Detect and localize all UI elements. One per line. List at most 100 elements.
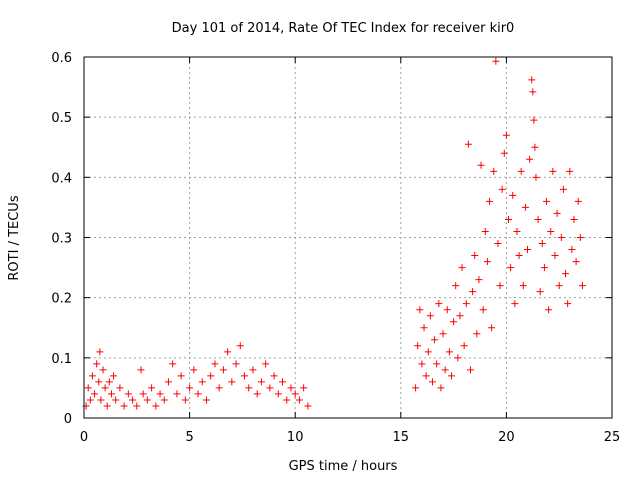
chart-title: Day 101 of 2014, Rate Of TEC Index for r… xyxy=(172,21,515,36)
data-point xyxy=(105,378,113,386)
data-point xyxy=(412,384,420,392)
data-point xyxy=(500,149,508,157)
data-point xyxy=(534,215,542,223)
data-point xyxy=(494,240,502,248)
data-point xyxy=(283,396,291,404)
data-point xyxy=(279,378,287,386)
data-point xyxy=(291,390,299,398)
x-axis-label: GPS time / hours xyxy=(289,459,398,474)
data-point xyxy=(517,167,525,175)
data-point xyxy=(152,402,160,410)
y-tick-label: 0.5 xyxy=(51,111,72,126)
data-point xyxy=(524,246,532,254)
data-point xyxy=(447,372,455,380)
x-tick-label: 5 xyxy=(185,430,193,445)
data-point xyxy=(483,258,491,266)
data-point xyxy=(93,360,101,368)
data-point xyxy=(101,384,109,392)
x-tick-label: 20 xyxy=(498,430,515,445)
data-point xyxy=(96,348,104,356)
data-point xyxy=(505,215,513,223)
data-point xyxy=(532,173,540,181)
data-point xyxy=(439,330,447,338)
data-point xyxy=(555,282,563,290)
data-point xyxy=(526,155,534,163)
data-point xyxy=(460,342,468,350)
data-point xyxy=(473,330,481,338)
data-point xyxy=(219,366,227,374)
data-point xyxy=(521,203,529,211)
data-point xyxy=(107,390,115,398)
data-point xyxy=(471,252,479,260)
data-point xyxy=(498,185,506,193)
axis-ticks: 0 5 10 15 20 25 0 0.1 0.2 0.3 0.4 0.5 0.6 xyxy=(51,51,620,445)
y-tick-label: 0 xyxy=(64,412,72,427)
data-point xyxy=(538,240,546,248)
data-points xyxy=(82,57,586,410)
data-point xyxy=(543,197,551,205)
data-point xyxy=(435,300,443,308)
data-point xyxy=(295,396,303,404)
data-point xyxy=(566,167,574,175)
data-point xyxy=(164,378,172,386)
data-point xyxy=(173,390,181,398)
data-point xyxy=(194,390,202,398)
data-point xyxy=(568,246,576,254)
data-point xyxy=(530,116,538,124)
data-point xyxy=(186,384,194,392)
data-point xyxy=(110,372,118,380)
data-point xyxy=(545,306,553,314)
data-point xyxy=(202,396,210,404)
data-point xyxy=(148,384,156,392)
data-point xyxy=(86,396,94,404)
data-point xyxy=(426,312,434,320)
data-point xyxy=(481,227,489,235)
data-point xyxy=(143,396,151,404)
data-point xyxy=(99,366,107,374)
data-point xyxy=(574,197,582,205)
data-point xyxy=(116,384,124,392)
data-point xyxy=(540,264,548,272)
data-point xyxy=(249,366,257,374)
data-point xyxy=(441,366,449,374)
data-point xyxy=(181,396,189,404)
data-point xyxy=(511,300,519,308)
x-tick-label: 0 xyxy=(80,430,88,445)
data-point xyxy=(418,360,426,368)
data-point xyxy=(414,342,422,350)
data-point xyxy=(433,360,441,368)
data-point xyxy=(133,402,141,410)
data-point xyxy=(88,372,96,380)
data-point xyxy=(496,282,504,290)
data-point xyxy=(232,360,240,368)
data-point xyxy=(139,390,147,398)
data-point xyxy=(531,143,539,151)
data-point xyxy=(475,276,483,284)
data-point xyxy=(198,378,206,386)
data-point xyxy=(502,131,510,139)
data-point xyxy=(190,366,198,374)
data-point xyxy=(445,348,453,356)
data-point xyxy=(486,197,494,205)
data-point xyxy=(562,270,570,278)
data-point xyxy=(97,396,105,404)
data-point xyxy=(253,390,261,398)
data-point xyxy=(84,384,92,392)
data-point xyxy=(103,402,111,410)
data-point xyxy=(156,390,164,398)
data-point xyxy=(112,396,120,404)
data-point xyxy=(211,360,219,368)
data-point xyxy=(570,215,578,223)
data-point xyxy=(547,227,555,235)
data-point xyxy=(266,384,274,392)
data-point xyxy=(536,288,544,296)
data-point xyxy=(519,282,527,290)
data-point xyxy=(458,264,466,272)
data-point xyxy=(515,252,523,260)
data-point xyxy=(466,366,474,374)
grid xyxy=(84,57,612,418)
data-point xyxy=(572,258,580,266)
data-point xyxy=(437,384,445,392)
data-point xyxy=(129,396,137,404)
